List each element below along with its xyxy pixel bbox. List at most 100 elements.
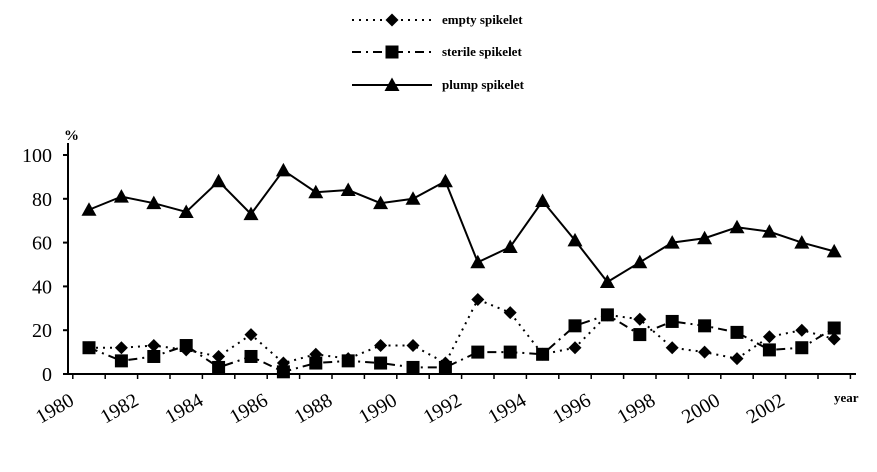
x-tick-label: 1996 bbox=[549, 389, 595, 428]
legend-marker-empty bbox=[385, 13, 399, 27]
legend-label-empty: empty spikelet bbox=[442, 12, 523, 27]
data-point-empty bbox=[665, 341, 679, 355]
data-point-plump bbox=[664, 235, 680, 249]
data-point-plump bbox=[437, 173, 453, 188]
x-tick-label: 1998 bbox=[614, 389, 660, 428]
data-point-empty bbox=[633, 312, 647, 326]
data-point-plump bbox=[405, 191, 421, 205]
legend-marker-sterile bbox=[385, 45, 399, 59]
data-point-plump bbox=[211, 173, 227, 188]
data-point-sterile bbox=[179, 339, 193, 353]
x-tick-label: 1980 bbox=[32, 389, 78, 428]
x-tick-label: 1988 bbox=[291, 389, 337, 428]
x-tick-label: 1982 bbox=[97, 389, 143, 428]
data-point-plump bbox=[178, 204, 194, 218]
data-point-sterile bbox=[568, 319, 582, 333]
data-point-sterile bbox=[341, 354, 355, 368]
y-tick-label: 0 bbox=[42, 364, 52, 386]
y-tick-label: 100 bbox=[22, 145, 52, 167]
data-point-sterile bbox=[309, 356, 323, 370]
data-point-sterile bbox=[212, 360, 226, 374]
data-point-plump bbox=[113, 189, 129, 203]
y-tick-label: 40 bbox=[32, 276, 52, 298]
data-point-sterile bbox=[438, 360, 452, 374]
data-point-empty bbox=[827, 332, 841, 346]
data-point-sterile bbox=[795, 341, 809, 355]
data-point-plump bbox=[794, 235, 810, 249]
legend: empty spikelet sterile spikelet plump spik… bbox=[352, 12, 525, 92]
data-point-empty bbox=[503, 306, 517, 320]
x-tick-label: 1994 bbox=[484, 389, 530, 428]
data-point-sterile bbox=[406, 360, 420, 374]
series-line-empty bbox=[89, 298, 835, 365]
data-point-plump bbox=[81, 202, 97, 216]
data-point-empty bbox=[471, 293, 485, 307]
data-point-plump bbox=[470, 254, 486, 269]
y-tick-label: 60 bbox=[32, 233, 52, 255]
data-point-empty bbox=[568, 341, 582, 355]
data-point-empty bbox=[114, 341, 128, 355]
legend-label-sterile: sterile spikelet bbox=[442, 44, 522, 59]
data-point-plump bbox=[632, 254, 648, 269]
data-point-empty bbox=[795, 323, 809, 337]
data-point-plump bbox=[275, 162, 291, 177]
data-point-plump bbox=[761, 224, 777, 238]
data-point-plump bbox=[826, 243, 842, 258]
data-point-empty bbox=[730, 352, 744, 366]
data-point-plump bbox=[340, 182, 356, 197]
y-tick-label: 80 bbox=[32, 189, 52, 211]
series-empty-spikelet bbox=[82, 293, 841, 370]
data-point-empty bbox=[698, 345, 712, 359]
data-point-sterile bbox=[600, 308, 614, 322]
legend-label-plump: plump spikelet bbox=[442, 77, 525, 92]
data-point-plump bbox=[599, 274, 615, 289]
data-point-plump bbox=[535, 193, 551, 207]
data-point-empty bbox=[374, 339, 388, 353]
data-point-plump bbox=[697, 230, 713, 245]
data-point-plump bbox=[146, 195, 162, 210]
data-point-sterile bbox=[114, 354, 128, 368]
data-point-sterile bbox=[827, 321, 841, 335]
data-point-plump bbox=[243, 206, 259, 221]
data-point-sterile bbox=[82, 341, 96, 355]
legend-item-sterile: sterile spikelet bbox=[352, 44, 522, 59]
data-point-plump bbox=[729, 219, 745, 234]
series-plump-spikelet bbox=[81, 162, 842, 289]
data-point-sterile bbox=[471, 345, 485, 359]
series-line-plump bbox=[88, 168, 835, 284]
data-point-sterile bbox=[762, 343, 776, 357]
data-point-sterile bbox=[698, 319, 712, 333]
data-point-sterile bbox=[665, 314, 679, 328]
data-point-empty bbox=[212, 349, 226, 363]
axes: % year 0 20 40 60 80 100 1980 1982 1984 1986 1988 1… bbox=[22, 128, 859, 428]
data-point-sterile bbox=[244, 349, 258, 363]
data-point-empty bbox=[147, 339, 161, 353]
data-point-sterile bbox=[147, 349, 161, 363]
x-tick-label: 1984 bbox=[161, 389, 207, 428]
data-point-empty bbox=[762, 330, 776, 344]
x-tick-label: 1986 bbox=[226, 389, 272, 428]
y-axis-unit-label: % bbox=[64, 128, 79, 144]
legend-marker-plump bbox=[384, 77, 400, 91]
data-point-plump bbox=[308, 184, 324, 199]
x-tick-label: 2000 bbox=[678, 389, 724, 428]
series-layer bbox=[81, 162, 842, 379]
data-point-sterile bbox=[374, 356, 388, 370]
data-point-sterile bbox=[276, 365, 290, 379]
x-tick-label: 1992 bbox=[420, 389, 466, 428]
legend-item-plump: plump spikelet bbox=[352, 77, 525, 92]
data-point-sterile bbox=[503, 345, 517, 359]
data-point-sterile bbox=[536, 347, 550, 361]
data-point-sterile bbox=[730, 325, 744, 339]
legend-item-empty: empty spikelet bbox=[352, 12, 523, 27]
data-point-plump bbox=[567, 232, 583, 247]
data-point-sterile bbox=[633, 328, 647, 342]
data-point-empty bbox=[406, 339, 420, 353]
data-point-plump bbox=[373, 195, 389, 210]
x-tick-label: 2002 bbox=[743, 389, 789, 428]
data-point-plump bbox=[502, 239, 518, 253]
x-tick-label: 1990 bbox=[355, 389, 401, 428]
series-line-sterile bbox=[88, 313, 835, 373]
series-sterile-spikelet bbox=[82, 308, 841, 379]
